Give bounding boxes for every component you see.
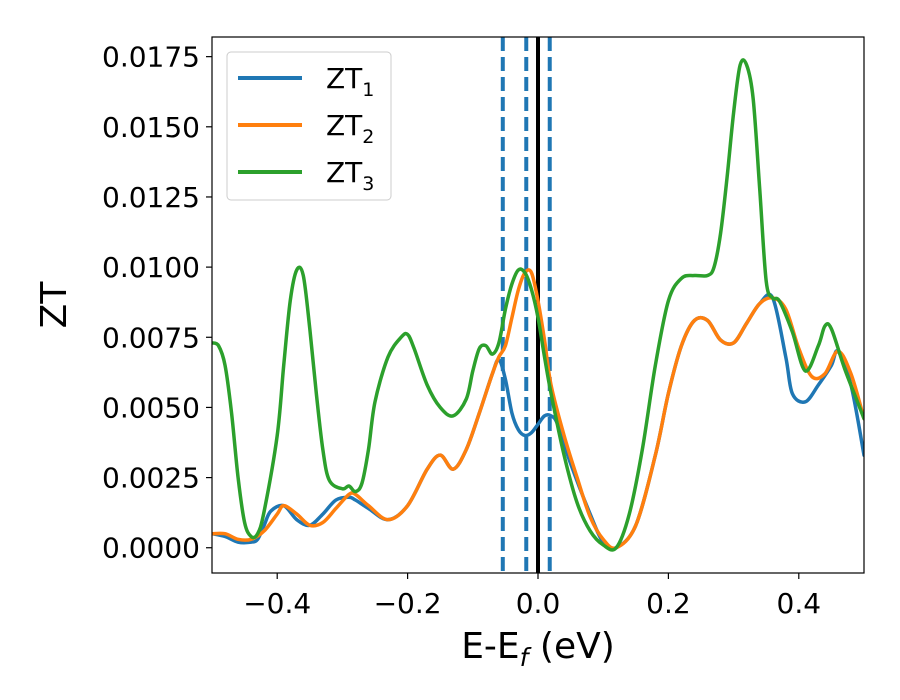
- series-line-zt2: [212, 268, 864, 551]
- legend-label: ZT2: [326, 109, 374, 148]
- y-tick-label: 0.0175: [102, 41, 200, 74]
- legend: ZT1 ZT2 ZT3: [226, 51, 392, 201]
- legend-box: [226, 51, 392, 201]
- y-tick-label: 0.0050: [102, 391, 200, 424]
- y-axis-ticks: 0.0000 0.0025 0.0050 0.0075 0.0100 0.0125 0.01…: [102, 41, 212, 565]
- x-tick-label: −0.2: [374, 587, 442, 620]
- x-tick-label: 0.2: [646, 587, 691, 620]
- y-axis-title: ZT: [34, 281, 75, 329]
- y-tick-label: 0.0000: [102, 532, 200, 565]
- legend-label: ZT1: [326, 62, 374, 101]
- x-tick-label: 0.0: [516, 587, 561, 620]
- series-line-zt3: [212, 58, 864, 552]
- y-tick-label: 0.0100: [102, 251, 200, 284]
- x-axis-ticks: −0.4 −0.2 0.0 0.2 0.4: [243, 573, 821, 620]
- x-axis-title: E-Ef (eV): [461, 626, 615, 672]
- series-lines: [212, 58, 864, 552]
- y-tick-label: 0.0025: [102, 462, 200, 495]
- x-tick-label: 0.4: [777, 587, 822, 620]
- x-tick-label: −0.4: [243, 587, 311, 620]
- reference-lines: [500, 37, 552, 573]
- legend-label: ZT3: [326, 156, 374, 195]
- y-tick-label: 0.0075: [102, 321, 200, 354]
- y-tick-label: 0.0150: [102, 111, 200, 144]
- y-tick-label: 0.0125: [102, 181, 200, 214]
